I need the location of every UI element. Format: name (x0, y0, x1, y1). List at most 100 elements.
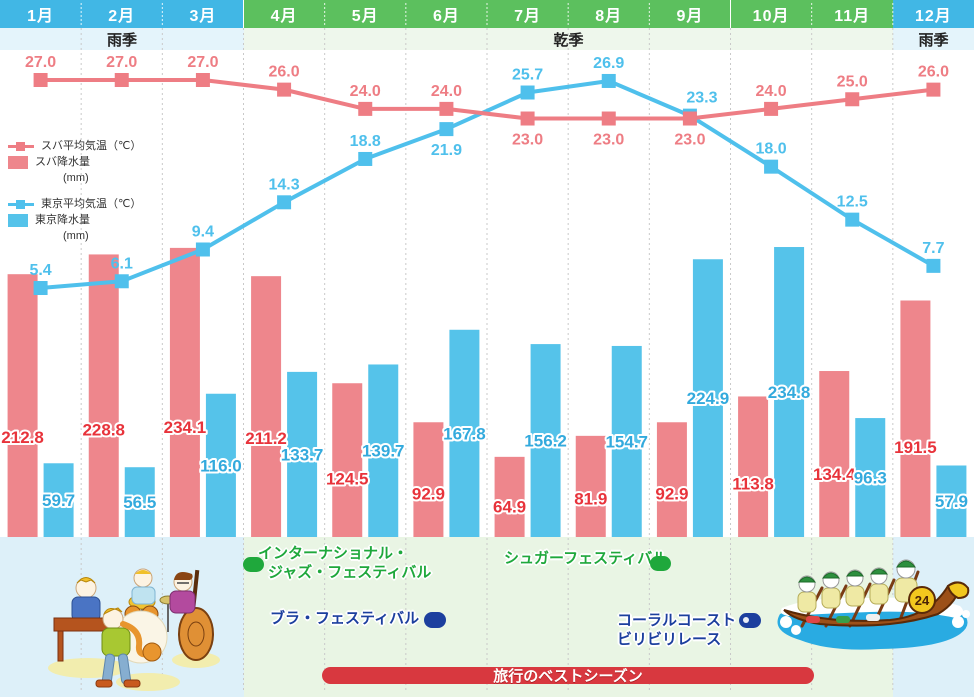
suva-rain-bar (494, 456, 525, 537)
tokyo-temp-value: 9.4 (192, 223, 214, 240)
tokyo-temp-value: 18.8 (350, 133, 381, 150)
month-header-6: 6月 (405, 0, 487, 28)
tokyo-temp-value: 23.3 (686, 90, 717, 107)
suva-temp-value: 24.0 (350, 83, 381, 100)
suva-rain-bar (88, 254, 119, 537)
tokyo-temp-value: 6.1 (111, 255, 133, 272)
suva-temp-value: 24.0 (431, 83, 462, 100)
tokyo-rain-bar (287, 371, 318, 537)
jazz-band-illustration (48, 568, 220, 691)
festival-jazz-line2: ジャズ・フェスティバル (268, 564, 432, 581)
month-header-10: 10月 (730, 0, 812, 28)
festival-label-sugar: シュガーフェスティバル (504, 549, 667, 568)
best-travel-season-bar: 旅行のベストシーズン (322, 667, 814, 685)
tokyo-temp-value: 12.5 (837, 194, 868, 211)
tokyo-rain-value: 116.0 (200, 456, 242, 475)
suva-rain-bar (900, 300, 931, 537)
suva-rain-value: 212.8 (1, 428, 44, 447)
festival-label-jazz: インターナショナル・ ジャズ・フェスティバル (258, 544, 431, 582)
tokyo-temp-line (40, 78, 935, 291)
suva-temp-value: 25.0 (837, 73, 868, 90)
tokyo-temp-marker (520, 85, 535, 100)
suva-temp-marker-swatch (16, 142, 25, 151)
tokyo-temp-value: 7.7 (922, 240, 944, 257)
suva-rain-bar (738, 396, 769, 537)
suva-temp-value: 26.0 (918, 64, 949, 81)
tokyo-rain-value: 57.9 (935, 492, 968, 511)
suva-rain-bar (169, 247, 200, 537)
marker-dot (742, 617, 749, 623)
festival-coral-line1: コーラルコースト (617, 612, 736, 629)
suva-temp-value: 24.0 (756, 83, 787, 100)
legend-label-tokyo-temp: 東京平均気温（℃） (41, 198, 142, 210)
tokyo-temp-marker (601, 73, 616, 88)
tokyo-rain-value: 139.7 (362, 442, 405, 461)
tokyo-temp-marker (33, 281, 48, 296)
tokyo-temp-value: 14.3 (269, 176, 300, 193)
tokyo-rain-bar (692, 259, 723, 537)
tokyo-temp-marker (764, 159, 779, 174)
suva-temp-value: 27.0 (25, 54, 56, 71)
tokyo-rain-value: 59.7 (42, 491, 75, 510)
tokyo-rain-bar (449, 329, 480, 537)
tokyo-temp-value: 18.0 (756, 141, 787, 158)
suva-temp-value: 27.0 (106, 54, 137, 71)
suva-rain-value: 234.1 (164, 418, 207, 437)
season-label-rainy-1: 雨季 (0, 28, 244, 50)
festival-label-bula: ブラ・フェスティバル (270, 609, 419, 628)
tokyo-rain-value: 154.7 (605, 432, 648, 451)
suva-rain-bar (251, 276, 282, 537)
tokyo-temp-value: 25.7 (512, 67, 543, 84)
tokyo-temp-marker (845, 212, 860, 227)
suva-temp-marker (601, 111, 616, 126)
suva-rain-value: 228.8 (82, 421, 125, 440)
suva-rain-value: 191.5 (894, 438, 937, 457)
tokyo-rain-value: 234.8 (768, 383, 811, 402)
suva-temp-line (40, 78, 934, 121)
legend-unit-tokyo-rain: (mm) (63, 230, 89, 242)
tokyo-temp-marker (277, 195, 292, 210)
legend-label-suva-rain: スバ降水量 (35, 156, 90, 168)
tokyo-rain-value: 56.5 (123, 493, 156, 512)
suva-temp-marker (682, 111, 697, 126)
tokyo-rain-value: 156.2 (524, 432, 567, 451)
tokyo-temp-marker (114, 274, 129, 289)
suva-rain-value: 64.9 (493, 498, 526, 517)
legend-label-tokyo-rain: 東京降水量 (35, 214, 90, 226)
suva-rain-value: 211.2 (245, 429, 287, 448)
season-row-rainy-bg-right (893, 28, 974, 50)
legend-item-suva-rain: スバ降水量 (8, 156, 178, 169)
suva-temp-value: 27.0 (187, 54, 218, 71)
tokyo-rain-bar (855, 418, 886, 537)
tokyo-rain-bar (205, 393, 236, 537)
tokyo-temp-value: 21.9 (431, 142, 462, 159)
tokyo-rain-bar (611, 345, 642, 537)
best-season-label: 旅行のベストシーズン (493, 668, 643, 685)
tokyo-temp-value: 26.9 (593, 55, 624, 72)
season-row-rainy-bg (0, 28, 244, 50)
chart-legend: スバ平均気温（℃） スバ降水量 (mm) 東京平均気温（℃） 東京降水量 (mm… (8, 140, 178, 247)
tokyo-rain-bar (43, 463, 74, 537)
festival-label-coral: コーラルコースト ビリビリレース (617, 611, 761, 649)
legend-unit-suva-rain: (mm) (63, 172, 89, 184)
festival-coral-line2: ビリビリレース (617, 631, 722, 648)
legend-label-suva-temp: スバ平均気温（℃） (41, 140, 142, 152)
suva-rain-value: 124.5 (326, 470, 369, 489)
legend-item-tokyo-temp: 東京平均気温（℃） (8, 198, 178, 211)
suva-temp-marker (358, 101, 373, 116)
suva-temp-marker (439, 101, 454, 116)
tokyo-rain-value: 224.9 (687, 389, 730, 408)
suva-rain-value: 113.8 (732, 475, 774, 494)
tokyo-temp-marker (358, 151, 373, 166)
tokyo-temp-line-swatch (8, 200, 34, 209)
month-header-12: 12月 (892, 0, 974, 28)
tokyo-temp-marker-swatch (16, 200, 25, 209)
suva-rain-value: 134.4 (813, 465, 856, 484)
tokyo-temp-marker (926, 258, 941, 273)
month-header-8: 8月 (568, 0, 650, 28)
tokyo-rain-value: 96.3 (854, 469, 887, 488)
suva-rain-bar-swatch (8, 156, 28, 169)
suva-rain-bar (575, 435, 606, 537)
tokyo-rain-bar (124, 467, 155, 537)
month-header-3: 3月 (162, 0, 244, 28)
